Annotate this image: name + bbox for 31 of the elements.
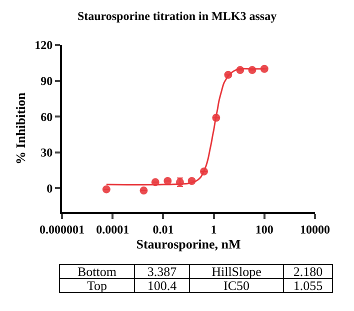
text: 2.180 xyxy=(284,264,332,279)
x-tick-label: 0.01 xyxy=(152,222,174,236)
point xyxy=(188,176,196,185)
point xyxy=(248,66,256,74)
x-tick-label: 100 xyxy=(255,222,274,236)
y-tick-label: 90 xyxy=(40,74,53,88)
text: 1.055 xyxy=(284,278,332,293)
x-tick-label: 10000 xyxy=(300,222,330,236)
chart-title: Staurosporine titration in MLK3 assay xyxy=(77,9,277,24)
x-tick-label: 1 xyxy=(210,222,217,236)
point xyxy=(200,167,208,176)
text: 100.4 xyxy=(134,278,190,293)
y-axis-title: % Inhibition xyxy=(13,92,28,164)
point xyxy=(164,176,172,185)
text: HillSlope xyxy=(190,264,284,279)
point xyxy=(212,114,220,122)
x-axis-title: Staurosporine, nM xyxy=(136,236,241,252)
text: Bottom xyxy=(60,264,134,279)
point xyxy=(236,66,244,74)
text: Top xyxy=(60,278,134,293)
text: IC50 xyxy=(190,278,284,293)
point xyxy=(224,70,232,79)
point xyxy=(151,178,160,186)
y-tick-label: 120 xyxy=(34,38,53,52)
point xyxy=(140,186,148,195)
x-tick-label: 0.000001 xyxy=(40,222,84,236)
y-tick-label: 0 xyxy=(46,181,53,196)
x-tick-label: 0.0001 xyxy=(96,222,130,236)
y-tick-label: 60 xyxy=(40,110,53,124)
y-tick-label: 30 xyxy=(40,146,53,160)
text: 3.387 xyxy=(134,264,190,279)
